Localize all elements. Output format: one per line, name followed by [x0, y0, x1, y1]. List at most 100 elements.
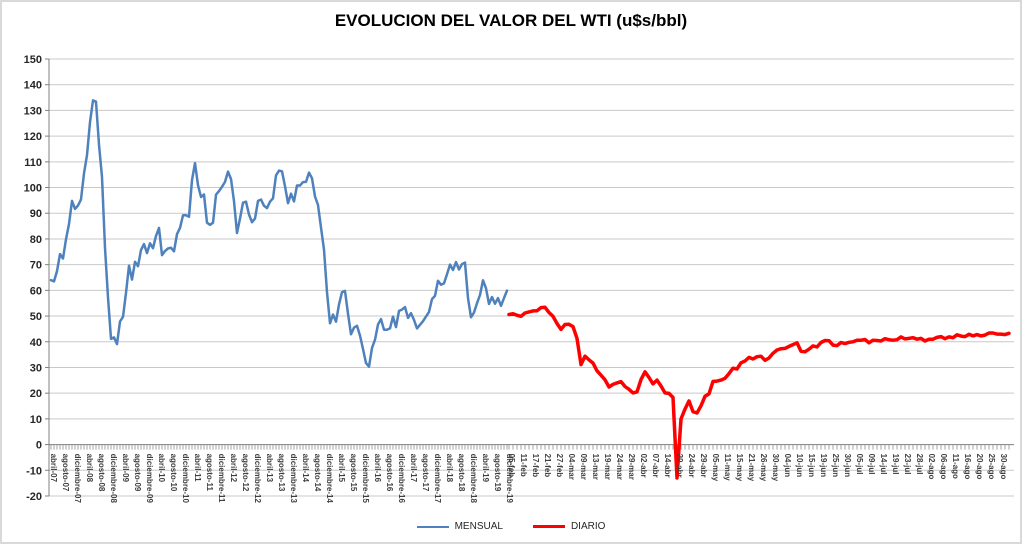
x-axis-label: 16-ago: [963, 454, 972, 480]
x-axis-label: abril-08: [85, 454, 94, 483]
x-axis-label: 21-feb: [543, 454, 552, 478]
y-axis-label: 150: [24, 54, 42, 66]
x-axis-label: diciembre-17: [433, 454, 442, 504]
x-axis-label: abril-12: [229, 454, 238, 483]
x-axis-label: 25-ago: [987, 454, 996, 480]
legend-item-mensual: MENSUAL: [416, 521, 503, 532]
x-axis-label: agosto-18: [457, 454, 466, 492]
x-axis-label: 26-may: [759, 454, 768, 482]
mensual-line-swatch: [416, 525, 449, 528]
x-axis-label: abril-18: [445, 454, 454, 483]
y-axis-label: 50: [30, 311, 42, 323]
x-axis-label: agosto-10: [169, 454, 178, 492]
x-axis-label: 19-mar: [603, 454, 612, 480]
x-axis-label: 09-jul: [867, 454, 876, 475]
x-axis-label: diciembre-10: [181, 454, 190, 504]
x-axis-label: agosto-14: [313, 454, 322, 492]
x-axis-label: abril-15: [337, 454, 346, 483]
diario-line: [507, 305, 1011, 480]
x-axis-label: 06-ago: [939, 454, 948, 480]
x-axis-label: abril-07: [49, 454, 58, 483]
x-axis-label: 04-jun: [783, 454, 792, 478]
x-axis-label: 24-abr: [687, 454, 696, 478]
x-axis-label: 14-jul: [879, 454, 888, 475]
x-axis-label: 02-ago: [927, 454, 936, 480]
y-axis-label: 0: [36, 440, 42, 452]
legend-label-mensual: MENSUAL: [454, 521, 503, 532]
y-axis-label: 140: [24, 80, 42, 92]
x-axis-label: 04-mar: [567, 454, 576, 480]
y-axis-label: 60: [30, 285, 42, 297]
x-axis-label: agosto-13: [277, 454, 286, 492]
x-axis-label: diciembre-19: [505, 454, 514, 504]
x-axis-label: agosto-12: [241, 454, 250, 492]
x-axis-label: agosto-11: [205, 454, 214, 492]
y-axis-label: -20: [26, 491, 42, 503]
x-axis-label: diciembre-15: [361, 454, 370, 504]
x-axis-label: 25-jun: [831, 454, 840, 478]
x-axis-label: abril-09: [121, 454, 130, 483]
x-axis-label: 05-may: [711, 454, 720, 482]
x-axis-label: abril-10: [157, 454, 166, 483]
x-axis-label: 20-ago: [975, 454, 984, 480]
y-axis-label: 70: [30, 260, 42, 272]
x-axis-label: agosto-09: [133, 454, 142, 492]
x-axis-label: diciembre-14: [325, 454, 334, 504]
x-axis-label: 29-mar: [627, 454, 636, 480]
x-axis-label: agosto-19: [493, 454, 502, 492]
x-axis-label: 14-abr: [663, 454, 672, 478]
x-axis-label: 27-feb: [555, 454, 564, 478]
y-axis-label: 80: [30, 234, 42, 246]
y-axis-label: -10: [26, 465, 42, 477]
x-axis-label: 19-jun: [819, 454, 828, 478]
x-axis-label: 11-ago: [951, 454, 960, 479]
x-axis-label: agosto-15: [349, 454, 358, 492]
chart-legend: MENSUAL DIARIO: [2, 521, 1020, 532]
x-axis-label: 20-abr: [675, 454, 684, 478]
x-axis-label: abril-19: [481, 454, 490, 483]
x-axis-label: abril-14: [301, 454, 310, 483]
x-axis-label: diciembre-13: [289, 454, 298, 504]
y-axis-label: 110: [24, 157, 42, 169]
x-axis-label: 30-jun: [843, 454, 852, 478]
diario-line-swatch: [532, 525, 565, 528]
x-axis-label: 19-jul: [891, 454, 900, 475]
x-axis-label: diciembre-08: [109, 454, 118, 504]
x-axis-label: 24-mar: [615, 454, 624, 480]
y-axis-label: 10: [30, 414, 42, 426]
x-axis-label: 07-abr: [651, 454, 660, 478]
x-axis-label: 29-abr: [699, 454, 708, 478]
x-axis-label: diciembre-18: [469, 454, 478, 504]
y-axis-label: 120: [24, 131, 42, 143]
x-axis-label: agosto-16: [385, 454, 394, 492]
x-axis-label: 11-may: [723, 454, 732, 482]
x-axis-label: abril-13: [265, 454, 274, 483]
x-axis-label: 21-may: [747, 454, 756, 482]
x-axis-label: 13-mar: [591, 454, 600, 480]
x-axis-label: 17-feb: [531, 454, 540, 478]
x-axis-label: 05-feb: [507, 454, 516, 478]
x-axis-label: diciembre-12: [253, 454, 262, 504]
x-axis-label: agosto-08: [97, 454, 106, 492]
chart-title: EVOLUCION DEL VALOR DEL WTI (u$s/bbl): [334, 11, 688, 30]
x-axis-label: 09-mar: [579, 454, 588, 480]
x-axis-label: diciembre-09: [145, 454, 154, 504]
x-axis-label: diciembre-16: [397, 454, 406, 504]
x-axis-label: diciembre-11: [217, 454, 226, 503]
x-axis-label: agosto-17: [421, 454, 430, 492]
x-axis-label: 10-jun: [795, 454, 804, 478]
mensual-line: [49, 99, 509, 368]
y-axis-label: 90: [30, 208, 42, 220]
x-axis-label: diciembre-07: [73, 454, 82, 504]
x-axis-label: 30-ago: [999, 454, 1008, 480]
x-axis-label: 15-jun: [807, 454, 816, 478]
y-axis-label: 40: [30, 337, 42, 349]
x-axis-label: abril-11: [193, 454, 202, 483]
legend-item-diario: DIARIO: [532, 521, 605, 532]
x-axis-label: 11-feb: [519, 454, 528, 477]
y-axis-label: 30: [30, 362, 42, 374]
x-axis-label: 30-may: [771, 454, 780, 482]
y-axis-label: 130: [24, 105, 42, 117]
